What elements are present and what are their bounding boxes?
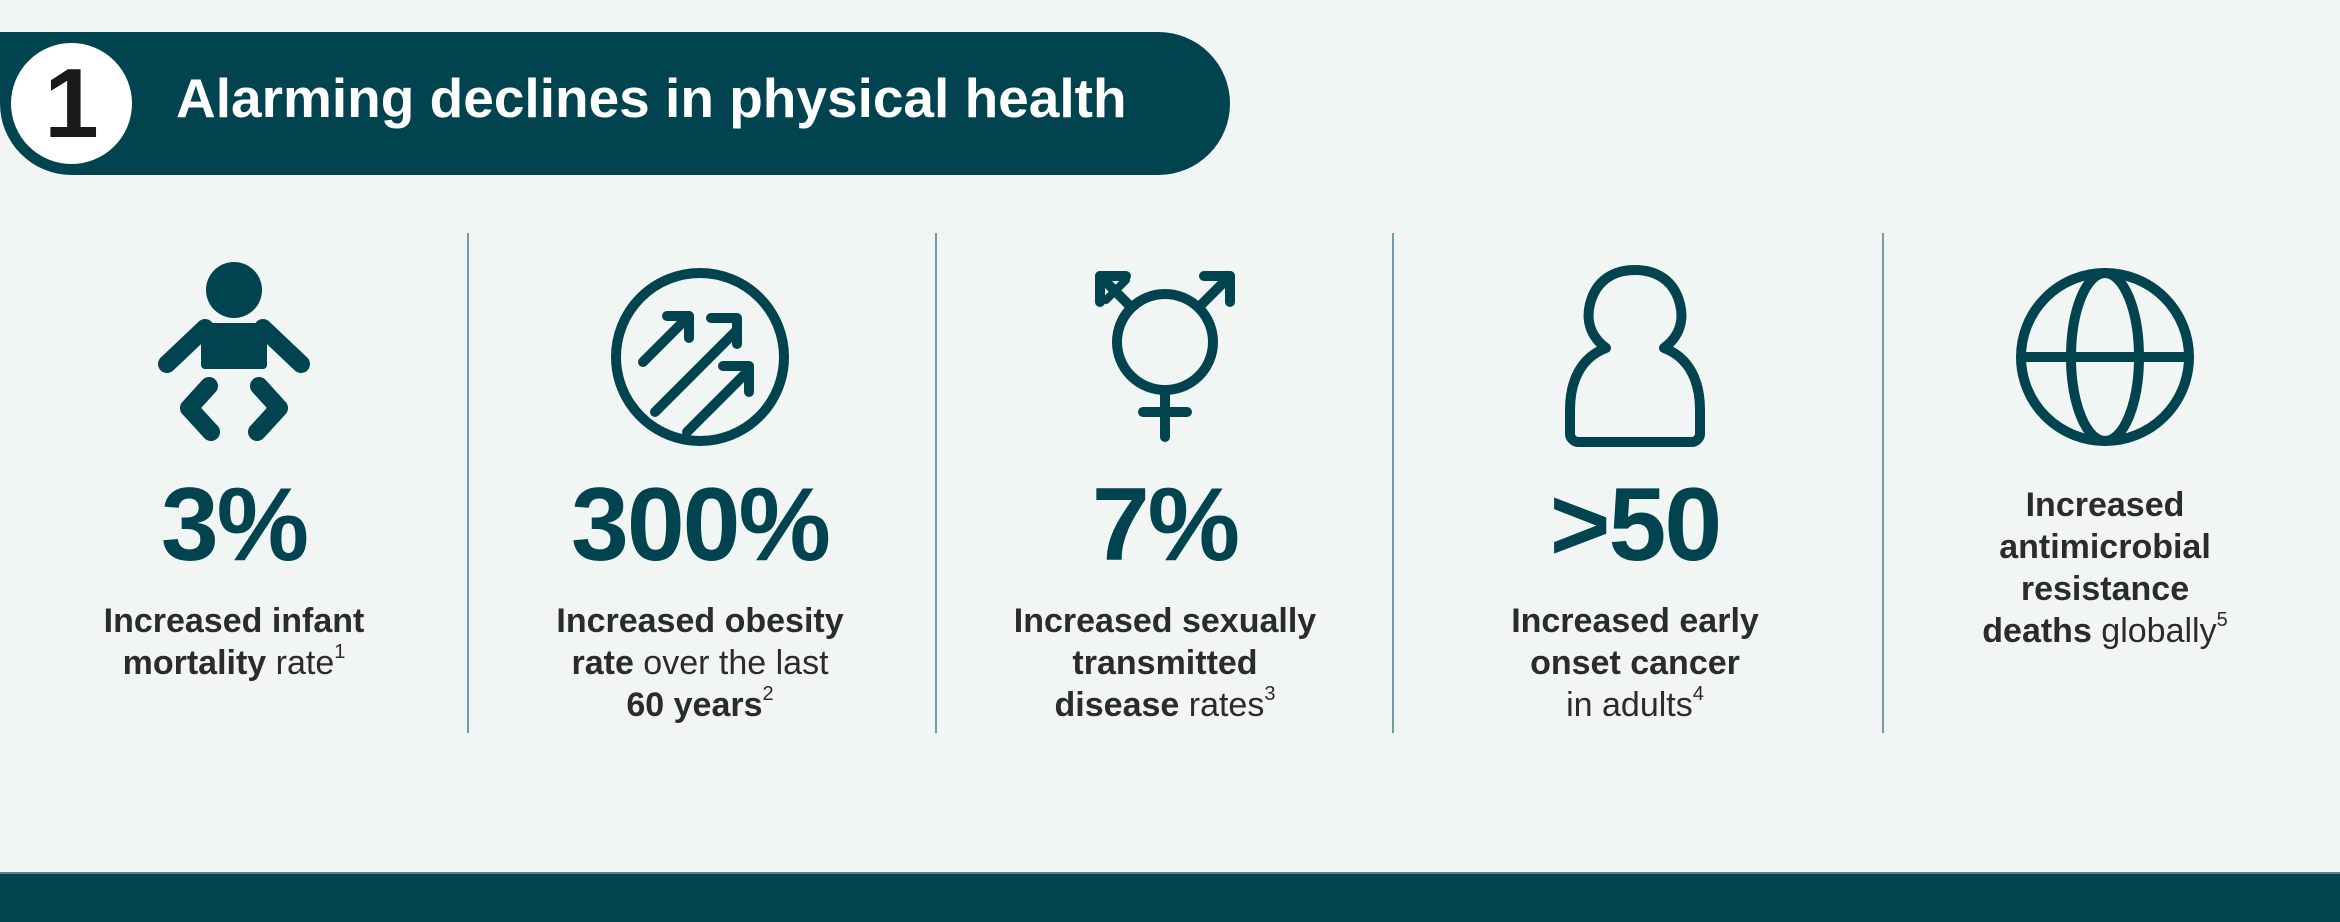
stat-card-std: 7% Increased sexually transmitted diseas… bbox=[965, 0, 1365, 740]
stat-description: Increased early onset cancer in adults4 bbox=[1511, 602, 1759, 724]
section-number-badge: 1 bbox=[8, 40, 135, 167]
section-header-bar bbox=[0, 32, 1230, 175]
stat-value: 300% bbox=[571, 467, 831, 583]
footer-band bbox=[0, 872, 2340, 922]
obesity-trend-icon bbox=[605, 262, 795, 452]
person-icon bbox=[1540, 262, 1730, 452]
baby-icon bbox=[139, 262, 329, 452]
stat-value: >50 bbox=[1549, 467, 1722, 583]
section-title: Alarming declines in physical health bbox=[176, 67, 1127, 129]
stat-card-early-cancer: >50 Increased early onset cancer in adul… bbox=[1440, 0, 1830, 740]
divider bbox=[467, 233, 469, 733]
stat-value: 3% bbox=[160, 467, 309, 583]
stat-description: Increased obesity rate over the last 60 … bbox=[556, 602, 844, 724]
stat-value: 7% bbox=[1091, 467, 1240, 583]
globe-icon bbox=[2010, 262, 2200, 452]
divider bbox=[935, 233, 937, 733]
stat-card-infant-mortality: 3% Increased infant mortality rate1 bbox=[45, 0, 423, 740]
divider bbox=[1392, 233, 1394, 733]
stat-card-antimicrobial-resistance: Increased antimicrobial resistance death… bbox=[1920, 0, 2290, 740]
sex-symbol-icon bbox=[1070, 262, 1260, 452]
stat-description: Increased sexually transmitted disease r… bbox=[1013, 602, 1317, 724]
stat-card-obesity: 300% Increased obesity rate over the las… bbox=[500, 0, 900, 740]
stat-description: Increased antimicrobial resistance death… bbox=[1982, 486, 2228, 650]
stat-description: Increased infant mortality rate1 bbox=[103, 602, 365, 682]
divider bbox=[1882, 233, 1884, 733]
